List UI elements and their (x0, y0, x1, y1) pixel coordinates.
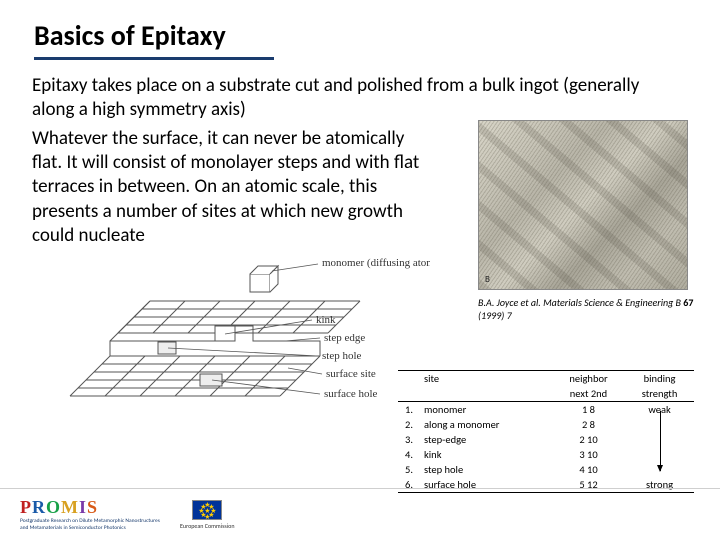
step-terrace-diagram: monomer (diffusing atom) kink step edge … (50, 246, 430, 436)
th-binding-sub: strength (625, 386, 694, 402)
th-neighbor-sub: next 2nd (552, 386, 625, 402)
eu-flag-icon (192, 500, 222, 520)
table-row: 1. monomer 1 8 weak (398, 402, 694, 418)
label-step-edge: step edge (324, 332, 365, 344)
th-site: site (420, 371, 552, 387)
microscopy-image: B (478, 120, 688, 290)
slide-footer: PROMIS Postgraduate Research on Dilute M… (0, 488, 720, 540)
microscopy-corner-label: B (485, 274, 490, 285)
label-monomer: monomer (diffusing atom) (322, 257, 430, 269)
sites-table: site neighbor binding next 2nd strength … (398, 370, 694, 493)
intro-paragraph-1: Epitaxy takes place on a substrate cut a… (0, 60, 720, 123)
eu-commission-label: European Commission (180, 522, 234, 530)
promis-logo: PROMIS Postgraduate Research on Dilute M… (20, 498, 160, 530)
label-surface-site: surface site (326, 368, 376, 380)
intro-paragraph-2: Whatever the surface, it can never be at… (0, 123, 470, 249)
label-surface-hole: surface hole (324, 388, 378, 400)
th-neighbor: neighbor (552, 371, 625, 387)
image-citation: B.A. Joyce et al. Materials Science & En… (478, 296, 694, 322)
label-kink: kink (316, 314, 336, 326)
th-binding: binding (625, 371, 694, 387)
th-blank (398, 371, 420, 387)
promis-subtitle: Postgraduate Research on Dilute Metamorp… (20, 518, 160, 530)
page-title: Basics of Epitaxy (0, 0, 720, 57)
table-row: 4. kink 3 10 (398, 447, 694, 462)
table-row: 5. step hole 4 10 (398, 462, 694, 477)
table-row: 3. step-edge 2 10 (398, 432, 694, 447)
eu-logo-block: European Commission (180, 500, 234, 530)
citation-authors: B.A. Joyce et al. (478, 296, 541, 309)
table-row: 2. along a monomer 2 8 (398, 417, 694, 432)
promis-wordmark: PROMIS (20, 498, 160, 516)
citation-year-page: (1999) 7 (478, 309, 512, 322)
citation-journal: Materials Science & Engineering B (543, 296, 681, 309)
binding-arrow-icon (660, 411, 661, 471)
citation-volume: 67 (683, 296, 693, 309)
label-step-hole: step hole (322, 350, 362, 362)
